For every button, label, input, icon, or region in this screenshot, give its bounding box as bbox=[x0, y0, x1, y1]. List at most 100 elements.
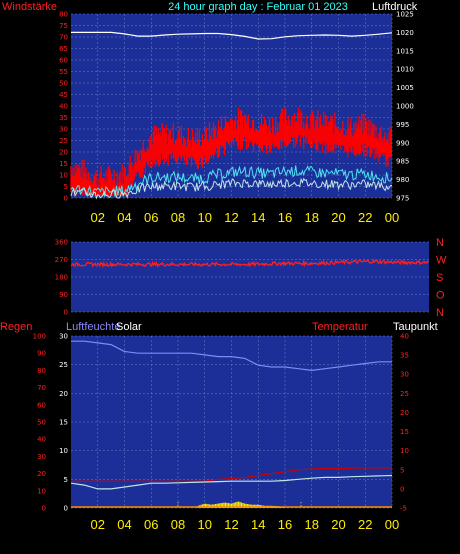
wind-low-line bbox=[70, 177, 392, 200]
temperature-axis-label: Temperatur bbox=[312, 321, 368, 333]
top-x-tick-label: 10 bbox=[198, 210, 212, 225]
dewpoint-line bbox=[70, 474, 393, 490]
graph-title: 24 hour graph day : Februar 01 2023 bbox=[168, 1, 348, 13]
pressure-tick-label: 980 bbox=[396, 176, 409, 184]
wind-axis-label: Windstärke bbox=[2, 1, 57, 13]
top-x-tick-label: 12 bbox=[224, 210, 238, 225]
direction-letter: W bbox=[436, 255, 447, 267]
bottom-x-tick-label: 10 bbox=[198, 517, 212, 532]
top-x-tick-label: 20 bbox=[331, 210, 345, 225]
bottom-x-tick-label: 04 bbox=[117, 517, 131, 532]
bottom-x-tick-label: 16 bbox=[278, 517, 292, 532]
direction-plot-area bbox=[71, 242, 429, 312]
top-x-tick-label: 18 bbox=[305, 210, 319, 225]
pressure-tick-label: 990 bbox=[396, 139, 409, 147]
rain-axis-label: Regen bbox=[0, 321, 32, 333]
bottom-x-tick-label: 22 bbox=[358, 517, 372, 532]
wind-tick-label: 70 bbox=[59, 34, 68, 42]
solar-tick-label: 5 bbox=[64, 476, 68, 484]
temperature-tick-label: -5 bbox=[400, 505, 407, 513]
rain-tick-label: 30 bbox=[37, 453, 46, 461]
bottom-x-tick-label: 20 bbox=[331, 517, 345, 532]
pressure-tick-label: 1020 bbox=[396, 29, 414, 37]
rain-tick-label: 80 bbox=[37, 367, 46, 375]
temperature-tick-label: 20 bbox=[400, 409, 409, 417]
pressure-tick-label: 1025 bbox=[396, 11, 414, 19]
direction-tick-label: 180 bbox=[55, 274, 68, 282]
direction-tick-label: 0 bbox=[64, 309, 68, 317]
axis-ticks: 0510152025303540455055606570758097598098… bbox=[33, 11, 447, 533]
wind-tick-label: 25 bbox=[59, 137, 68, 145]
temperature-tick-label: 25 bbox=[400, 390, 409, 398]
temperature-tick-label: 35 bbox=[400, 352, 409, 360]
solar-tick-label: 10 bbox=[59, 447, 68, 455]
rain-tick-label: 70 bbox=[37, 384, 46, 392]
rain-tick-label: 50 bbox=[37, 419, 46, 427]
top-x-tick-label: 22 bbox=[358, 210, 372, 225]
temperature-tick-label: 10 bbox=[400, 447, 409, 455]
wind-tick-label: 65 bbox=[59, 45, 68, 53]
direction-letter: S bbox=[436, 272, 443, 284]
wind-tick-label: 45 bbox=[59, 91, 68, 99]
solar-tick-label: 25 bbox=[59, 361, 68, 369]
rain-tick-label: 60 bbox=[37, 401, 46, 409]
rain-tick-label: 0 bbox=[42, 505, 46, 513]
wind-tick-label: 5 bbox=[64, 183, 68, 191]
bottom-x-tick-label: 08 bbox=[171, 517, 185, 532]
bottom-x-tick-label: 06 bbox=[144, 517, 158, 532]
wind-tick-label: 20 bbox=[59, 149, 68, 157]
temperature-tick-label: 15 bbox=[400, 428, 409, 436]
wind-tick-label: 80 bbox=[59, 11, 68, 19]
solar-tick-label: 15 bbox=[59, 419, 68, 427]
pressure-tick-label: 1005 bbox=[396, 84, 414, 92]
top-x-tick-label: 04 bbox=[117, 210, 131, 225]
rain-tick-label: 90 bbox=[37, 350, 46, 358]
wind-tick-label: 0 bbox=[64, 195, 68, 203]
pressure-tick-label: 995 bbox=[396, 121, 409, 129]
pressure-tick-label: 1010 bbox=[396, 66, 414, 74]
bottom-x-tick-label: 18 bbox=[305, 517, 319, 532]
solar-tick-label: 20 bbox=[59, 390, 68, 398]
rain-tick-label: 10 bbox=[37, 487, 46, 495]
temperature-tick-label: 40 bbox=[400, 333, 409, 341]
solar-axis-label: Solar bbox=[116, 321, 142, 333]
wind-tick-label: 10 bbox=[59, 172, 68, 180]
pressure-axis-label: Luftdruck bbox=[372, 1, 418, 13]
bottom-x-tick-label: 02 bbox=[91, 517, 105, 532]
rain-tick-label: 40 bbox=[37, 436, 46, 444]
direction-tick-label: 360 bbox=[55, 239, 68, 247]
rain-tick-label: 20 bbox=[37, 470, 46, 478]
direction-letter: N bbox=[436, 307, 444, 319]
top-x-tick-label: 00 bbox=[385, 210, 399, 225]
pressure-tick-label: 985 bbox=[396, 158, 409, 166]
wind-tick-label: 40 bbox=[59, 103, 68, 111]
direction-tick-label: 90 bbox=[59, 291, 68, 299]
solar-tick-label: 0 bbox=[64, 505, 68, 513]
pressure-line bbox=[71, 31, 393, 40]
direction-tick-label: 270 bbox=[55, 256, 68, 264]
rain-tick-label: 100 bbox=[33, 333, 46, 341]
solar-tick-label: 30 bbox=[59, 333, 68, 341]
wind-direction-trace bbox=[70, 258, 430, 269]
bottom-x-tick-label: 12 bbox=[224, 517, 238, 532]
top-x-tick-label: 16 bbox=[278, 210, 292, 225]
wind-tick-label: 30 bbox=[59, 126, 68, 134]
wind-tick-label: 75 bbox=[59, 22, 68, 30]
temperature-tick-label: 30 bbox=[400, 371, 409, 379]
top-x-tick-label: 06 bbox=[144, 210, 158, 225]
top-x-tick-label: 08 bbox=[171, 210, 185, 225]
pressure-tick-label: 1015 bbox=[396, 47, 414, 55]
wind-tick-label: 15 bbox=[59, 160, 68, 168]
dewpoint-axis-label: Taupunkt bbox=[393, 321, 438, 333]
temperature-line bbox=[71, 467, 392, 482]
humidity-axis-label: Luftfeuchte bbox=[66, 321, 120, 333]
direction-letter: O bbox=[436, 290, 445, 302]
top-x-tick-label: 02 bbox=[91, 210, 105, 225]
wind-tick-label: 55 bbox=[59, 68, 68, 76]
pressure-tick-label: 1000 bbox=[396, 103, 414, 111]
wind-tick-label: 35 bbox=[59, 114, 68, 122]
direction-letter: N bbox=[436, 237, 444, 249]
chart-marks bbox=[70, 31, 430, 508]
wind-tick-label: 50 bbox=[59, 80, 68, 88]
